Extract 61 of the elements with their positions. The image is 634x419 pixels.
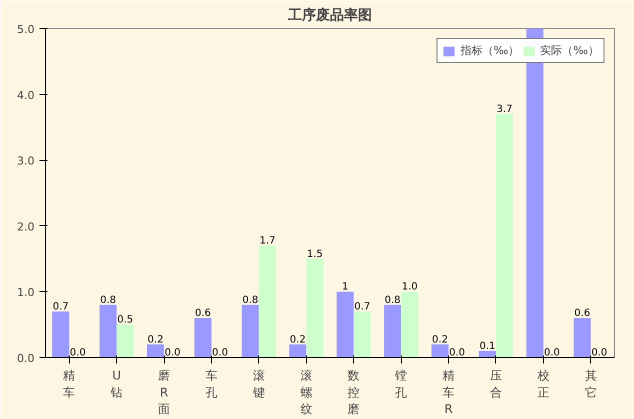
x-tick-label: 其它 [584,368,597,400]
data-label: 0.1 [479,340,496,352]
bar [242,304,259,358]
y-tick-label: 3.0 [17,154,35,168]
data-label: 1 [342,282,348,293]
x-tick-label: 车孔 [205,368,218,400]
bar [146,344,164,358]
data-label: 0.8 [384,294,401,306]
bar [478,350,496,358]
x-tick-label: 数控磨 [348,368,360,416]
data-label: 0.0 [591,348,608,358]
y-tick-label: 1.0 [17,286,35,300]
data-label: 3.7 [496,104,512,116]
data-label: 1.7 [259,236,276,247]
data-label: 0.2 [290,334,306,346]
bar [289,344,306,358]
y-tick-label: 5.0 [17,23,35,36]
data-label: 0.0 [544,348,560,358]
bar [194,318,212,358]
bar [431,344,449,358]
y-tick-label: 4.0 [17,88,35,102]
y-tick-label: 0.0 [17,352,35,365]
legend-label: 实际（‰） [540,43,599,58]
x-tick-label: 滚键 [252,368,265,400]
data-label: 0.8 [242,294,258,306]
bar [496,114,514,358]
bar [384,304,402,358]
data-label: 0.0 [449,348,466,358]
data-label: 1.5 [306,248,323,260]
x-tick-label: 压合 [490,368,502,400]
data-label: 0.2 [432,334,448,346]
x-tick-label: 精车R [442,368,455,416]
bar [100,304,117,358]
data-label: 0.0 [164,348,181,358]
data-label: 1.0 [402,282,418,293]
bar [258,246,276,358]
bar [574,318,591,358]
bar [52,311,70,358]
bar [336,292,354,358]
data-label: 0.0 [212,348,228,358]
data-label: 0.7 [52,301,69,312]
data-label: 0.5 [117,314,134,326]
data-label: 0.8 [100,294,116,306]
data-label: 0.7 [354,301,370,312]
x-tick-label: 滚螺纹 [300,368,312,416]
bar [306,258,324,358]
y-tick-label: 2.0 [17,220,35,234]
bar [354,311,371,358]
data-label: 0.6 [574,308,590,320]
x-tick-label: U钻 [110,368,123,400]
x-tick-label: 精车 [63,368,76,400]
data-label: 0.0 [70,348,86,358]
bar [116,324,134,358]
legend-label: 指标（‰） [460,43,520,58]
x-tick-label: 磨R面 [158,368,170,416]
x-tick-label: 镗孔 [394,368,408,400]
data-label: 0.6 [194,308,211,320]
chart-title: 工序废品率图 [287,6,372,24]
data-label: 0.2 [148,334,164,346]
bar [401,292,418,358]
x-tick-label: 校正 [536,368,550,400]
